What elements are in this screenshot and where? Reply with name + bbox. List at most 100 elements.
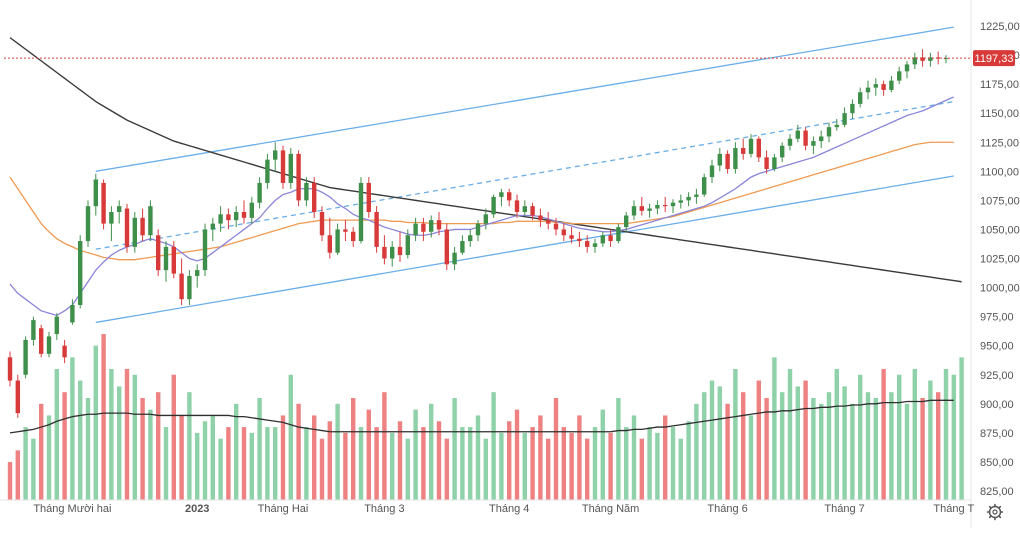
volume-bar <box>296 403 301 500</box>
volume-bar <box>920 398 925 500</box>
volume-bar <box>873 398 878 500</box>
volume-bar <box>850 403 855 500</box>
volume-bar <box>772 357 777 500</box>
candle-body <box>382 246 387 259</box>
volume-bar <box>319 438 325 500</box>
last-price-label: 1197,33 <box>975 53 1014 65</box>
candle-body <box>561 229 566 236</box>
candle-body <box>460 241 465 253</box>
volume-bar <box>39 403 44 500</box>
volume-bar <box>210 415 215 500</box>
volume-bar <box>312 415 317 500</box>
candle-body <box>834 124 839 128</box>
volume-bar <box>163 427 169 500</box>
candle-body <box>7 357 13 381</box>
y-tick-label: 850,00 <box>980 457 1014 469</box>
y-tick-label: 1125,00 <box>980 137 1019 149</box>
candle-body <box>390 246 395 259</box>
volume-bar <box>600 409 605 500</box>
volume-bar <box>538 415 543 500</box>
candle-body <box>787 138 793 146</box>
candle-body <box>585 241 590 247</box>
volume-bar <box>694 403 699 500</box>
volume-bar <box>702 392 707 500</box>
y-tick-label: 875,00 <box>980 428 1014 440</box>
volume-bar <box>327 421 332 500</box>
volume-bar <box>421 427 426 500</box>
volume-bar <box>834 368 839 500</box>
candle-body <box>475 223 481 236</box>
candle-body <box>702 177 707 195</box>
x-tick-label: Tháng Mười hai <box>33 503 111 515</box>
y-tick-label: 1100,00 <box>980 166 1019 178</box>
candle-body <box>756 138 761 158</box>
volume-bar <box>912 368 917 500</box>
volume-bar <box>358 427 364 500</box>
volume-bar <box>218 438 223 500</box>
candle-body <box>936 57 941 59</box>
y-tick-label: 1175,00 <box>980 79 1019 91</box>
candle-body <box>187 275 192 300</box>
volume-bar <box>663 415 668 500</box>
candle-body <box>78 241 83 305</box>
volume-bar <box>374 427 379 500</box>
volume-bar <box>351 398 356 500</box>
candle-body <box>741 148 746 154</box>
volume-bar <box>764 398 769 500</box>
volume-bar <box>70 357 75 500</box>
volume-bar <box>865 392 871 500</box>
candle-body <box>889 80 894 90</box>
volume-bar <box>936 392 941 500</box>
candle-body <box>31 320 36 340</box>
volume-bar <box>62 392 67 500</box>
candle-body <box>62 345 67 358</box>
candle-body <box>616 227 621 242</box>
volume-bar <box>616 398 621 500</box>
candle-body <box>499 192 504 197</box>
volume-bar <box>436 421 442 500</box>
volume-bar <box>928 380 933 500</box>
volume-bar <box>499 432 504 500</box>
candle-body <box>39 328 44 354</box>
candle-body <box>873 84 878 88</box>
volume-bar <box>85 398 91 500</box>
y-tick-label: 1150,00 <box>980 108 1019 120</box>
candle-body <box>748 138 754 154</box>
volume-bar <box>507 421 512 500</box>
ma-fast-line <box>9 96 955 317</box>
volume-bar <box>483 438 488 500</box>
candle-body <box>366 182 371 212</box>
candle-body <box>296 153 301 201</box>
volume-bar <box>304 427 309 500</box>
volume-bar <box>811 398 816 500</box>
volume-bar <box>897 374 902 500</box>
volume-bar <box>124 368 130 500</box>
candle-body <box>93 179 98 207</box>
candle-body <box>709 165 715 178</box>
candle-body <box>132 217 137 247</box>
volume-bar <box>522 432 527 500</box>
candle-body <box>553 223 559 230</box>
volume-bar <box>951 374 956 500</box>
candle-body <box>195 270 200 276</box>
candle-body <box>218 214 223 224</box>
volume-bar <box>109 368 114 500</box>
candle-body <box>280 150 286 183</box>
volume-bar <box>132 374 137 500</box>
volume-bar <box>171 374 176 500</box>
last-price-badge-bg <box>973 50 1015 67</box>
volume-ma-line <box>9 399 954 434</box>
y-tick-label: 900,00 <box>980 399 1014 411</box>
candle-body <box>429 220 434 232</box>
settings-gear-icon[interactable] <box>986 503 1004 521</box>
volume-bar <box>288 374 293 500</box>
volume-bar <box>546 438 551 500</box>
candle-body <box>624 215 629 228</box>
volume-bar <box>624 427 629 500</box>
candle-body <box>156 235 161 271</box>
candle-body <box>109 212 114 224</box>
volume-bar <box>842 386 847 500</box>
volume-bar <box>366 409 371 500</box>
